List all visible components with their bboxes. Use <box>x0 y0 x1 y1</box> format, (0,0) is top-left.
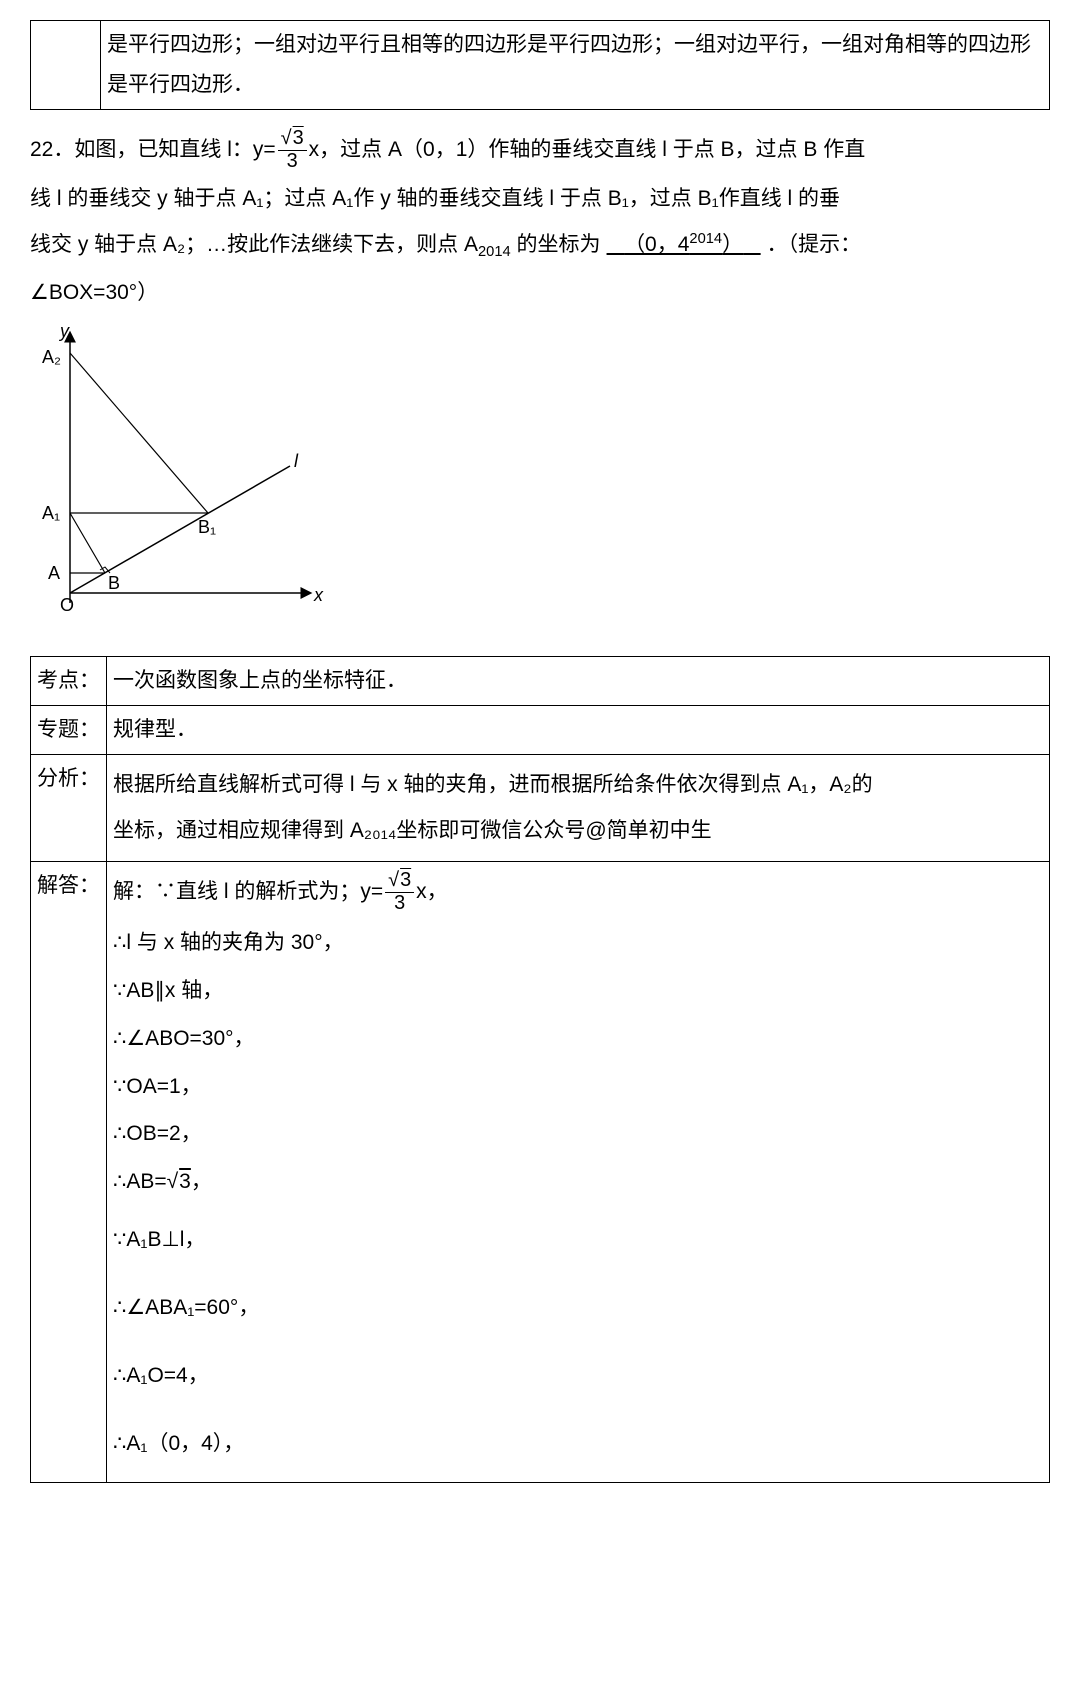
s7-post: ， <box>191 1170 212 1193</box>
lbl-O: O <box>60 595 74 615</box>
lbl-A: A <box>48 563 60 583</box>
fenxi-line2: 坐标，通过相应规律得到 A₂₀₁₄坐标即可微信公众号@简单初中生 <box>113 811 1043 851</box>
p3c: ．（提示： <box>767 233 862 256</box>
zhuanti-label: 专题： <box>31 706 107 755</box>
lbl-y: y <box>58 323 70 341</box>
s4: ∴∠ABO=30°， <box>113 1015 1043 1063</box>
p3b: 的坐标为 <box>511 233 601 256</box>
s1b: x， <box>416 880 448 903</box>
top-fragment-table: 是平行四边形；一组对边平行且相等的四边形是平行四边形；一组对边平行，一组对角相等… <box>30 20 1050 110</box>
s6: ∴OB=2， <box>113 1110 1043 1158</box>
ans-exp: 2014 <box>689 231 722 247</box>
fenxi-cell: 根据所给直线解析式可得 l 与 x 轴的夹角，进而根据所给条件依次得到点 A₁，… <box>107 755 1050 862</box>
s3: ∵AB∥x 轴， <box>113 967 1043 1015</box>
lbl-A1: A₁ <box>42 503 60 523</box>
s1-frac: √3 3 <box>385 870 414 915</box>
s1a: 解：∵直线 l 的解析式为；y= <box>113 880 383 903</box>
p3a: 线交 y 轴于点 A₂；…按此作法继续下去，则点 A <box>30 233 478 256</box>
lbl-A2: A₂ <box>42 347 61 367</box>
jieda-cell: 解：∵直线 l 的解析式为；y= √3 3 x， ∴l 与 x 轴的夹角为 30… <box>107 862 1050 1483</box>
lbl-B1: B₁ <box>198 517 216 537</box>
s7-pre: ∴AB= <box>113 1170 167 1193</box>
p3-sub: 2014 <box>478 244 511 260</box>
lbl-l: l <box>294 451 299 471</box>
fenxi-line1: 根据所给直线解析式可得 l 与 x 轴的夹角，进而根据所给条件依次得到点 A₁，… <box>113 765 1043 805</box>
p1a: 如图，已知直线 l：y= <box>74 138 275 161</box>
problem-22: 22．如图，已知直线 l：y= √3 3 x，过点 A（0，1）作轴的垂线交直线… <box>30 128 1050 313</box>
frac-num: 3 <box>292 127 304 149</box>
diagram-svg: y x O A B A₁ B₁ A₂ l <box>30 323 330 623</box>
analysis-table: 考点： 一次函数图象上点的坐标特征． 专题： 规律型． 分析： 根据所给直线解析… <box>30 656 1050 1482</box>
s2: ∴l 与 x 轴的夹角为 30°， <box>113 919 1043 967</box>
zhuanti-text: 规律型． <box>107 706 1050 755</box>
empty-label-cell <box>31 21 101 110</box>
problem-number: 22． <box>30 138 74 161</box>
ans-b: ） <box>722 233 743 256</box>
s8: ∵A₁B⊥l， <box>113 1206 1043 1274</box>
kaodian-label: 考点： <box>31 657 107 706</box>
s9: ∴∠ABA₁=60°， <box>113 1274 1043 1342</box>
fraction-sqrt3-3: √3 3 <box>278 128 307 173</box>
p4: ∠BOX=30°） <box>30 273 1050 313</box>
fenxi-label: 分析： <box>31 755 107 862</box>
s10: ∴A₁O=4， <box>113 1342 1043 1410</box>
s5: ∵OA=1， <box>113 1063 1043 1111</box>
figure: y x O A B A₁ B₁ A₂ l <box>30 323 1050 637</box>
kaodian-text: 一次函数图象上点的坐标特征． <box>107 657 1050 706</box>
p1b: x，过点 A（0，1）作轴的垂线交直线 l 于点 B，过点 B 作直 <box>309 138 866 161</box>
lbl-x: x <box>313 585 324 605</box>
frac-den: 3 <box>278 151 307 173</box>
jieda-label: 解答： <box>31 862 107 1483</box>
ans-a: （0，4 <box>624 233 689 256</box>
answer-blank: （0，42014） <box>601 233 767 256</box>
top-fragment-text: 是平行四边形；一组对边平行且相等的四边形是平行四边形；一组对边平行，一组对角相等… <box>101 21 1050 110</box>
s11: ∴A₁（0，4）， <box>113 1410 1043 1478</box>
lbl-B: B <box>108 573 120 593</box>
p2: 线 l 的垂线交 y 轴于点 A₁；过点 A₁作 y 轴的垂线交直线 l 于点 … <box>30 179 1050 219</box>
s7-sqrt: 3 <box>178 1170 191 1193</box>
